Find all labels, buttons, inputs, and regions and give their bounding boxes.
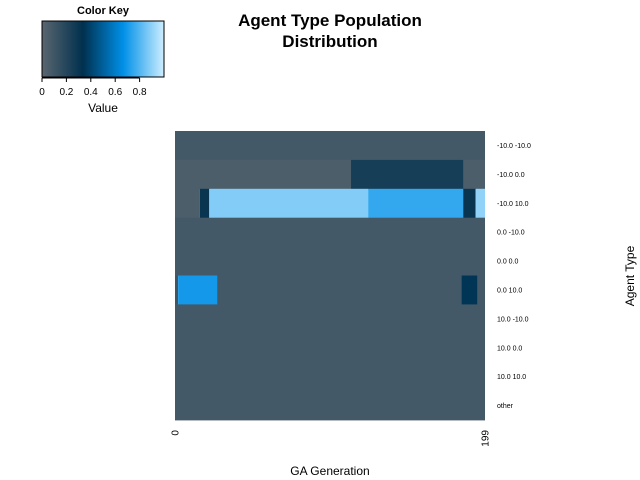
heatmap-cell xyxy=(475,188,485,219)
heatmap-cell xyxy=(217,275,485,305)
row-label: 0.0 0.0 xyxy=(497,259,519,266)
x-tick-label: 199 xyxy=(481,430,492,447)
color-key-title: Color Key xyxy=(77,5,129,17)
color-key-tick-label: 0.6 xyxy=(108,87,122,98)
heatmap-cell xyxy=(175,362,485,392)
row-label: -10.0 10.0 xyxy=(497,201,529,208)
heatmap-cell xyxy=(178,275,218,305)
x-tick-label: 0 xyxy=(171,430,182,436)
row-label: -10.0 -10.0 xyxy=(497,143,531,150)
color-key: 0 0.2 0.4 0.6 0.8 xyxy=(39,20,165,98)
heatmap-cell xyxy=(175,304,485,334)
chart-title-line-2: Distribution xyxy=(282,32,378,51)
heatmap-cell xyxy=(209,188,369,219)
row-label: other xyxy=(497,403,514,410)
heatmap-cell xyxy=(199,188,210,219)
heatmap-cells xyxy=(175,131,485,421)
row-label: 10.0 -10.0 xyxy=(497,316,529,323)
x-axis-label: GA Generation xyxy=(290,464,370,478)
color-key-tick-label: 0.8 xyxy=(133,87,147,98)
heatmap-cell xyxy=(175,391,485,421)
color-key-tick-label: 0.4 xyxy=(84,87,98,98)
row-label: 0.0 -10.0 xyxy=(497,230,525,237)
chart-title: Agent Type Population Distribution xyxy=(170,10,490,52)
heatmap-cell xyxy=(351,159,464,190)
heatmap-cell xyxy=(175,131,485,161)
color-key-axis-label: Value xyxy=(88,101,118,115)
color-key-tick-label: 0.2 xyxy=(59,87,73,98)
color-key-tick-label: 0 xyxy=(39,87,45,98)
heatmap-cell xyxy=(175,333,485,363)
x-axis-ticks: 0 199 xyxy=(171,430,492,447)
heatmap-cell xyxy=(175,217,485,247)
heatmap-cell xyxy=(463,188,476,219)
row-label: 10.0 10.0 xyxy=(497,374,526,381)
row-label: 0.0 10.0 xyxy=(497,287,522,294)
heatmap-cell xyxy=(175,246,485,276)
chart-title-line-1: Agent Type Population xyxy=(238,11,422,30)
y-axis-label: Agent Type xyxy=(623,245,637,307)
heatmap-cell xyxy=(175,275,179,305)
color-key-gradient xyxy=(41,20,165,78)
heatmap-cell xyxy=(175,188,200,219)
heatmap-cell xyxy=(461,275,478,305)
row-labels: -10.0 -10.0 -10.0 0.0 -10.0 10.0 0.0 -10.0 0… xyxy=(497,143,531,410)
row-label: -10.0 0.0 xyxy=(497,172,525,179)
heatmap-cell xyxy=(368,188,464,219)
row-label: 10.0 0.0 xyxy=(497,345,522,352)
